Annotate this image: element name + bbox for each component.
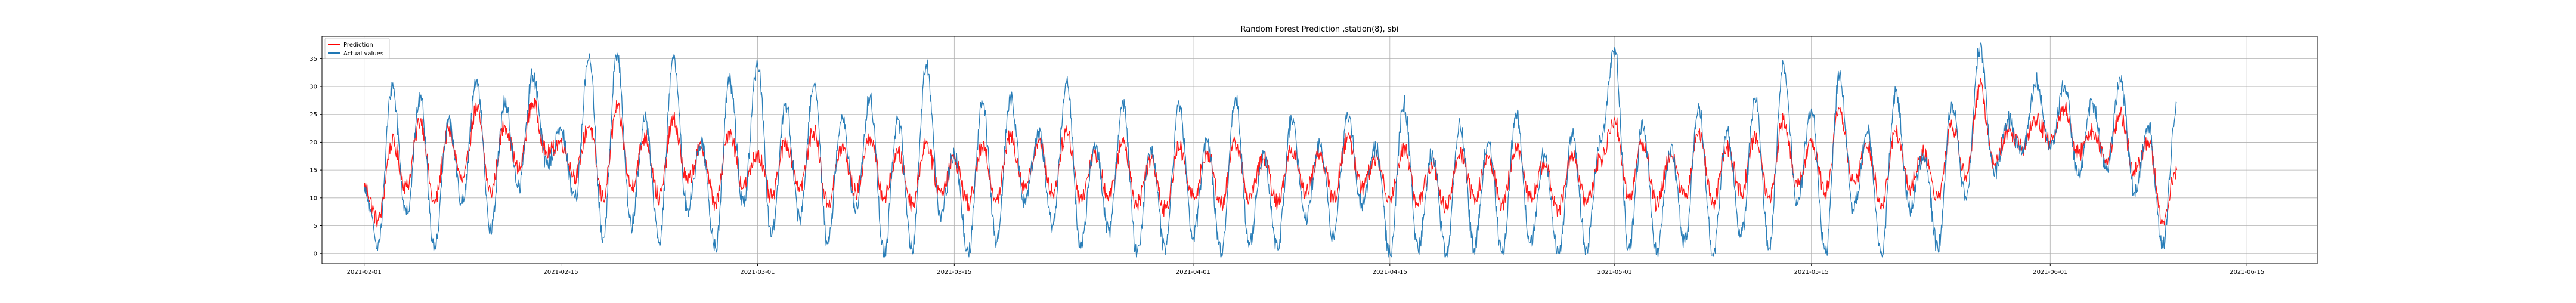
legend-label-prediction: Prediction bbox=[343, 42, 373, 48]
x-tick-label: 2021-04-01 bbox=[1176, 269, 1210, 276]
x-tick-label: 2021-03-15 bbox=[937, 269, 971, 276]
x-tick-label: 2021-04-15 bbox=[1373, 269, 1407, 276]
x-tick-label: 2021-05-01 bbox=[1597, 269, 1632, 276]
y-tick-label: 35 bbox=[309, 56, 317, 63]
y-tick-label: 25 bbox=[309, 112, 317, 118]
x-tick-label: 2021-06-15 bbox=[2230, 269, 2264, 276]
y-tick-label: 0 bbox=[314, 251, 317, 258]
y-tick-label: 5 bbox=[314, 223, 317, 230]
x-tick-label: 2021-02-15 bbox=[544, 269, 578, 276]
series-line-prediction bbox=[364, 78, 2178, 228]
plot-frame bbox=[321, 36, 2318, 264]
chart-title: Random Forest Prediction ,station(8), sb… bbox=[1241, 25, 1399, 34]
y-tick-label: 15 bbox=[309, 168, 317, 174]
y-tick-label: 20 bbox=[309, 140, 317, 146]
y-tick-label: 10 bbox=[309, 195, 317, 202]
x-tick-label: 2021-03-01 bbox=[740, 269, 775, 276]
series-line-actual-values bbox=[364, 42, 2177, 258]
y-axis: 0 5 10 15 20 25 30 35 bbox=[309, 56, 322, 258]
legend-label-actual-values: Actual values bbox=[343, 51, 383, 57]
x-tick-label: 2021-05-15 bbox=[1794, 269, 1829, 276]
series-layer bbox=[364, 42, 2178, 258]
x-axis: 2021-02-01 2021-02-15 2021-03-01 2021-03-15… bbox=[347, 264, 2264, 276]
legend-box bbox=[324, 38, 390, 59]
x-tick-label: 2021-06-01 bbox=[2033, 269, 2067, 276]
x-tick-label: 2021-02-01 bbox=[347, 269, 382, 276]
y-tick-label: 30 bbox=[309, 84, 317, 91]
legend: Prediction Actual values bbox=[324, 38, 390, 59]
